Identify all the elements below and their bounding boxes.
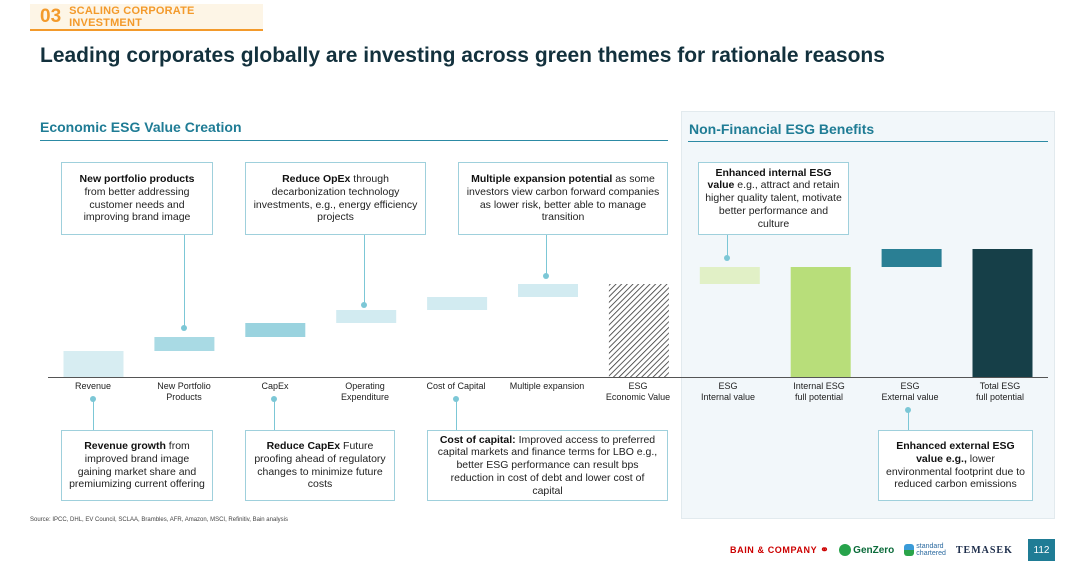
x-tick-label: ESG External value [881,381,939,403]
bar-capex [245,323,306,337]
bar-esg-economic-value [608,284,669,377]
connector-dot-external-esg [905,407,911,413]
x-tick-label: Operating Expenditure [340,381,390,403]
callout-multiple-expansion: Multiple expansion potential as some inv… [458,162,668,235]
non-financial-heading-rule [688,141,1048,142]
x-tick-label: ESG Economic Value [605,381,671,403]
temasek-logo: TEMASEK [955,544,1013,556]
bars-group [63,249,1033,377]
connector-dot-revenue [90,396,96,402]
bar-cost-of-capital [427,297,488,310]
connector-dot-multiple [543,273,549,279]
connector-dot-new-portfolio [181,325,187,331]
bar-internal-esg-full-potential [790,267,851,377]
economic-heading-rule [40,140,668,141]
footer-logos: BAIN & COMPANY ⚭ GenZero standard charter… [730,540,1013,560]
bar-multiple-expansion [518,284,578,297]
standard-chartered-mark-icon [904,544,915,556]
connector-capex [274,398,275,431]
x-tick-label: CapEx [261,381,289,391]
economic-heading: Economic ESG Value Creation [40,119,242,135]
callout-external-esg: Enhanced external ESG value e.g., lower … [878,430,1033,501]
x-tick-label: Revenue [74,381,112,391]
x-tick-label: New Portfolio Products [157,381,211,403]
x-tick-label: Cost of Capital [426,381,486,391]
x-tick-label: ESG Internal value [700,381,756,403]
callout-new-portfolio: New portfolio products from better addre… [61,162,213,235]
bar-operating-expenditure [336,310,397,323]
callout-reduce-opex: Reduce OpEx through decarbonization tech… [245,162,426,235]
section-number: 03 [40,5,62,27]
section-tag: 03 SCALING CORPORATE INVESTMENT [30,4,263,31]
x-tick-label: Multiple expansion [509,381,585,391]
connector-revenue [93,398,94,431]
non-financial-heading: Non-Financial ESG Benefits [689,121,875,137]
connector-opex [364,234,365,304]
callout-cost-of-capital: Cost of capital: Improved access to pref… [427,430,668,501]
bar-total-esg-full-potential [972,249,1033,377]
bar-revenue [63,351,124,377]
callout-internal-esg: Enhanced internal ESG value e.g., attrac… [698,162,849,235]
bain-logo: BAIN & COMPANY ⚭ [730,544,830,556]
x-tick-label: Total ESG full potential [975,381,1025,403]
bar-new-portfolio-products [154,337,215,351]
bar-esg-internal-value [699,267,760,284]
source-note: Source: IPCC, DHL, EV Council, SCLAA, Br… [30,517,288,523]
connector-dot-opex [361,302,367,308]
x-tick-label: Internal ESG full potential [793,381,845,403]
connector-internal-esg [727,234,728,258]
connector-dot-internal-esg [724,255,730,261]
connector-dot-capex [271,396,277,402]
callout-revenue-growth: Revenue growth from improved brand image… [61,430,213,501]
connector-new-portfolio [184,234,185,328]
standard-chartered-logo: standard chartered [904,543,946,557]
callout-reduce-capex: Reduce CapEx Future proofing ahead of re… [245,430,395,501]
page-number: 112 [1028,539,1055,561]
connector-dot-cost-of-capital [453,396,459,402]
section-label: SCALING CORPORATE INVESTMENT [69,4,195,29]
genzero-logo: GenZero [839,544,894,556]
connector-external-esg [908,409,909,431]
page-title: Leading corporates globally are investin… [40,44,885,67]
connector-multiple [546,234,547,276]
connector-cost-of-capital [456,398,457,431]
genzero-mark-icon [839,544,852,556]
bar-esg-external-value [881,249,942,267]
